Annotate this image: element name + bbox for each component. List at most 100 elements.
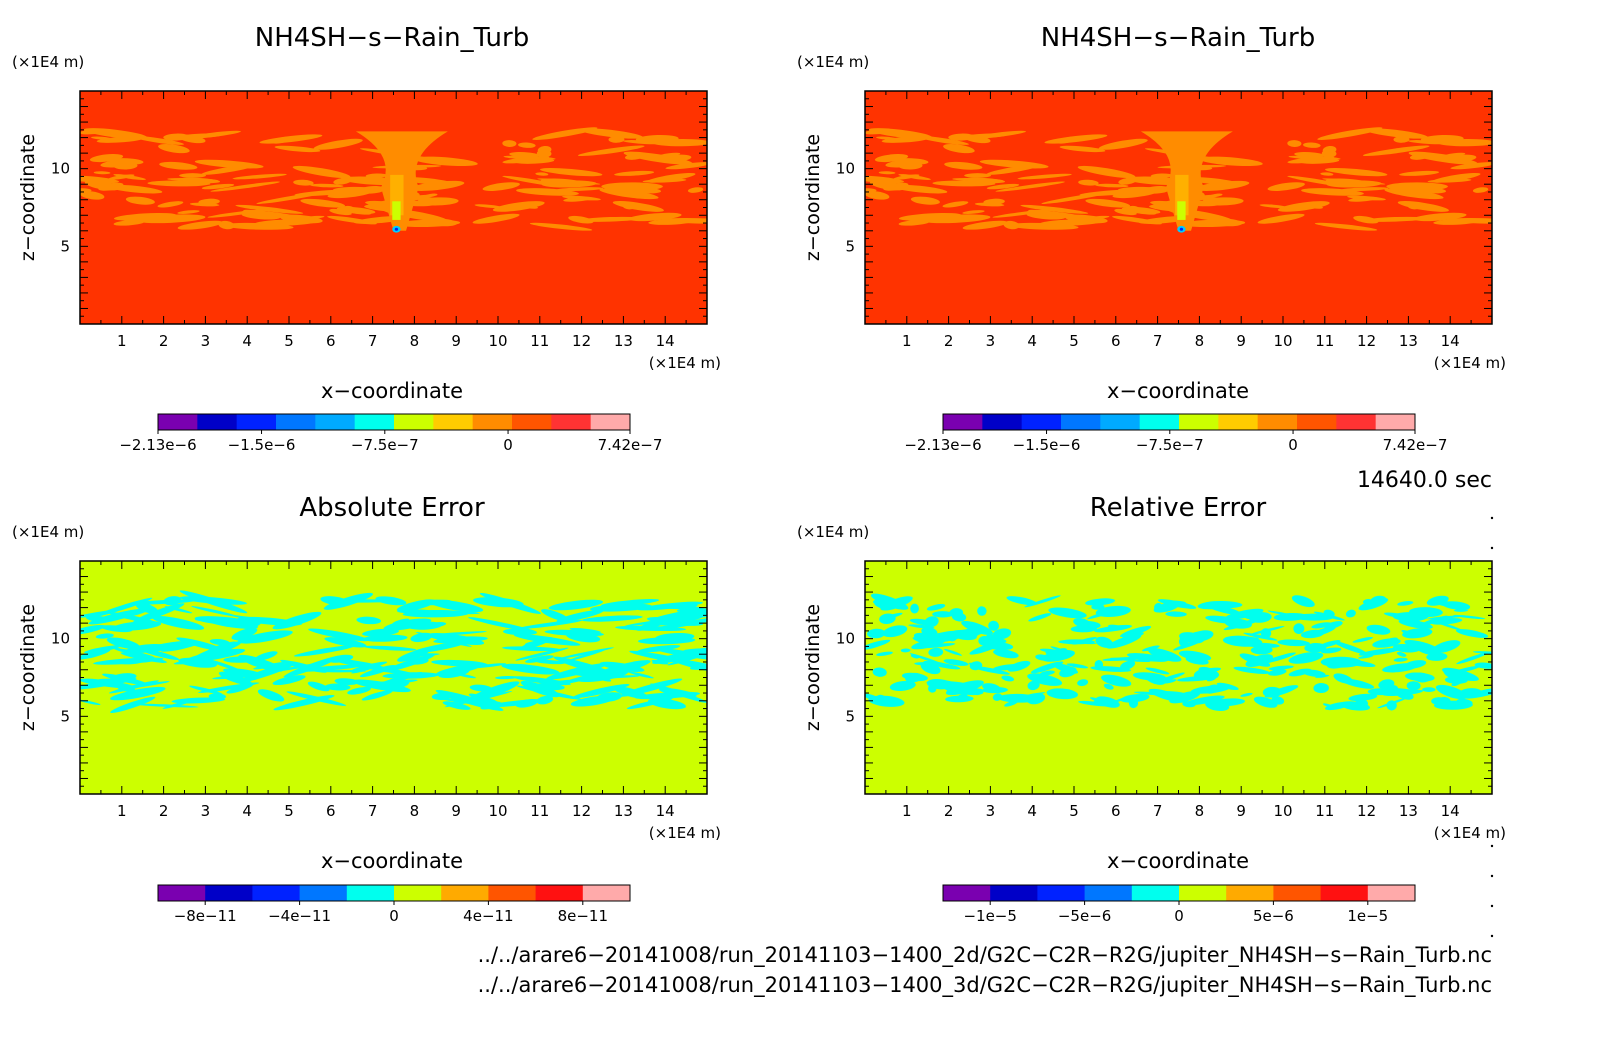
- error-contour: [1396, 651, 1407, 657]
- colorbar-swatch: [943, 414, 983, 430]
- colorbar-swatch: [1084, 885, 1133, 901]
- field-contour: [943, 144, 975, 154]
- field-contour: [1020, 204, 1089, 214]
- x-tick-label: 12: [1357, 332, 1376, 350]
- x-tick-label: 3: [201, 802, 211, 820]
- time-label: 14640.0 sec: [1357, 468, 1492, 493]
- panel-title: Relative Error: [1090, 493, 1267, 523]
- field-contour: [201, 164, 256, 175]
- edge-dot: [1490, 934, 1494, 938]
- colorbar-swatch: [943, 885, 991, 901]
- y-tick-label: 10: [836, 160, 855, 178]
- field-contour: [626, 186, 662, 194]
- error-contour: [619, 678, 683, 697]
- field-contour: [293, 179, 314, 186]
- colorbar-swatch: [590, 414, 631, 430]
- error-contour: [566, 649, 605, 662]
- field-contour: [1277, 201, 1330, 212]
- field-contour: [540, 168, 603, 177]
- colorbar-tick-label: 5e−6: [1253, 907, 1294, 925]
- plume-inner: [1177, 201, 1186, 220]
- y-tick-label: 5: [845, 237, 855, 255]
- x-tick-label: 4: [242, 332, 252, 350]
- error-contour: [427, 633, 485, 645]
- error-contour: [1120, 693, 1150, 703]
- error-contour: [972, 666, 1010, 675]
- x-tick-label: 3: [986, 802, 996, 820]
- error-contour: [110, 696, 156, 713]
- error-contour: [1223, 618, 1262, 631]
- error-contour: [1397, 600, 1414, 606]
- error-contour: [1442, 667, 1479, 682]
- error-contour: [80, 648, 111, 660]
- error-contour: [375, 596, 407, 606]
- plume-inner: [392, 201, 401, 220]
- field-contour: [492, 201, 545, 212]
- plume-anomaly-core: [394, 227, 399, 231]
- error-contour: [515, 647, 569, 661]
- error-contour: [231, 627, 258, 640]
- edge-dot: [1490, 516, 1494, 520]
- x-tick-label: 6: [326, 802, 336, 820]
- field-contour: [96, 136, 144, 143]
- field-contour: [568, 215, 594, 224]
- panel-title: Absolute Error: [299, 493, 485, 523]
- plot-area: [865, 561, 1492, 794]
- field-contour: [344, 209, 372, 215]
- field-contour: [944, 161, 983, 170]
- field-contour: [106, 184, 163, 194]
- colorbar: −2.13e−6 −1.5e−6 −7.5e−7 0 7.42e−7: [904, 413, 1447, 454]
- colorbar-swatch: [488, 885, 537, 901]
- error-contour: [1395, 689, 1414, 700]
- y-axis-label: z−coordinate: [17, 134, 39, 261]
- field-contour: [93, 171, 111, 175]
- field-contour: [1320, 172, 1334, 176]
- error-contour: [1110, 657, 1151, 663]
- y-tick-label: 5: [60, 707, 70, 725]
- error-contour: [163, 596, 182, 606]
- error-contour: [383, 618, 432, 631]
- field-contour: [612, 201, 664, 212]
- error-contour: [1456, 698, 1473, 706]
- error-contour: [467, 663, 507, 669]
- field-contour: [256, 191, 327, 204]
- field-contour: [310, 183, 344, 188]
- x-tick-label: 6: [1111, 332, 1121, 350]
- error-contour: [992, 628, 1012, 640]
- field-contour: [1129, 209, 1157, 215]
- error-contour: [1128, 698, 1139, 709]
- colorbar-swatch: [512, 414, 552, 430]
- error-contour: [468, 693, 502, 706]
- x-tick-label: 14: [1441, 332, 1460, 350]
- colorbar-swatch: [1037, 885, 1086, 901]
- file-path-3d: ../../arare6−20141008/run_20141103−1400_…: [478, 973, 1492, 998]
- error-contour: [1233, 666, 1270, 674]
- error-contour: [1324, 621, 1343, 629]
- field-contour: [1450, 162, 1492, 170]
- field-contour: [518, 203, 538, 209]
- error-contour: [324, 637, 367, 648]
- field-contour: [254, 219, 319, 226]
- error-contour: [1323, 609, 1335, 618]
- error-contour: [943, 659, 969, 666]
- field-contour: [1408, 140, 1447, 145]
- colorbar-swatch: [197, 414, 238, 430]
- x-tick-label: 9: [1236, 802, 1246, 820]
- error-contour: [1184, 695, 1225, 706]
- error-contour: [1162, 679, 1177, 684]
- x-tick-label: 4: [242, 802, 252, 820]
- field-contour: [177, 220, 223, 230]
- field-contour: [1397, 201, 1449, 212]
- error-contour: [1412, 672, 1431, 683]
- field-contour: [482, 182, 520, 191]
- colorbar-tick-label: −7.5e−7: [351, 436, 419, 454]
- field-contour: [210, 181, 280, 192]
- colorbar-swatch: [441, 885, 489, 901]
- error-contour: [1358, 654, 1374, 659]
- error-contour: [426, 599, 452, 606]
- field-contour: [907, 214, 932, 221]
- error-contour: [912, 637, 936, 646]
- error-contour: [362, 634, 408, 642]
- error-contour: [334, 678, 359, 685]
- error-contour: [1455, 629, 1489, 638]
